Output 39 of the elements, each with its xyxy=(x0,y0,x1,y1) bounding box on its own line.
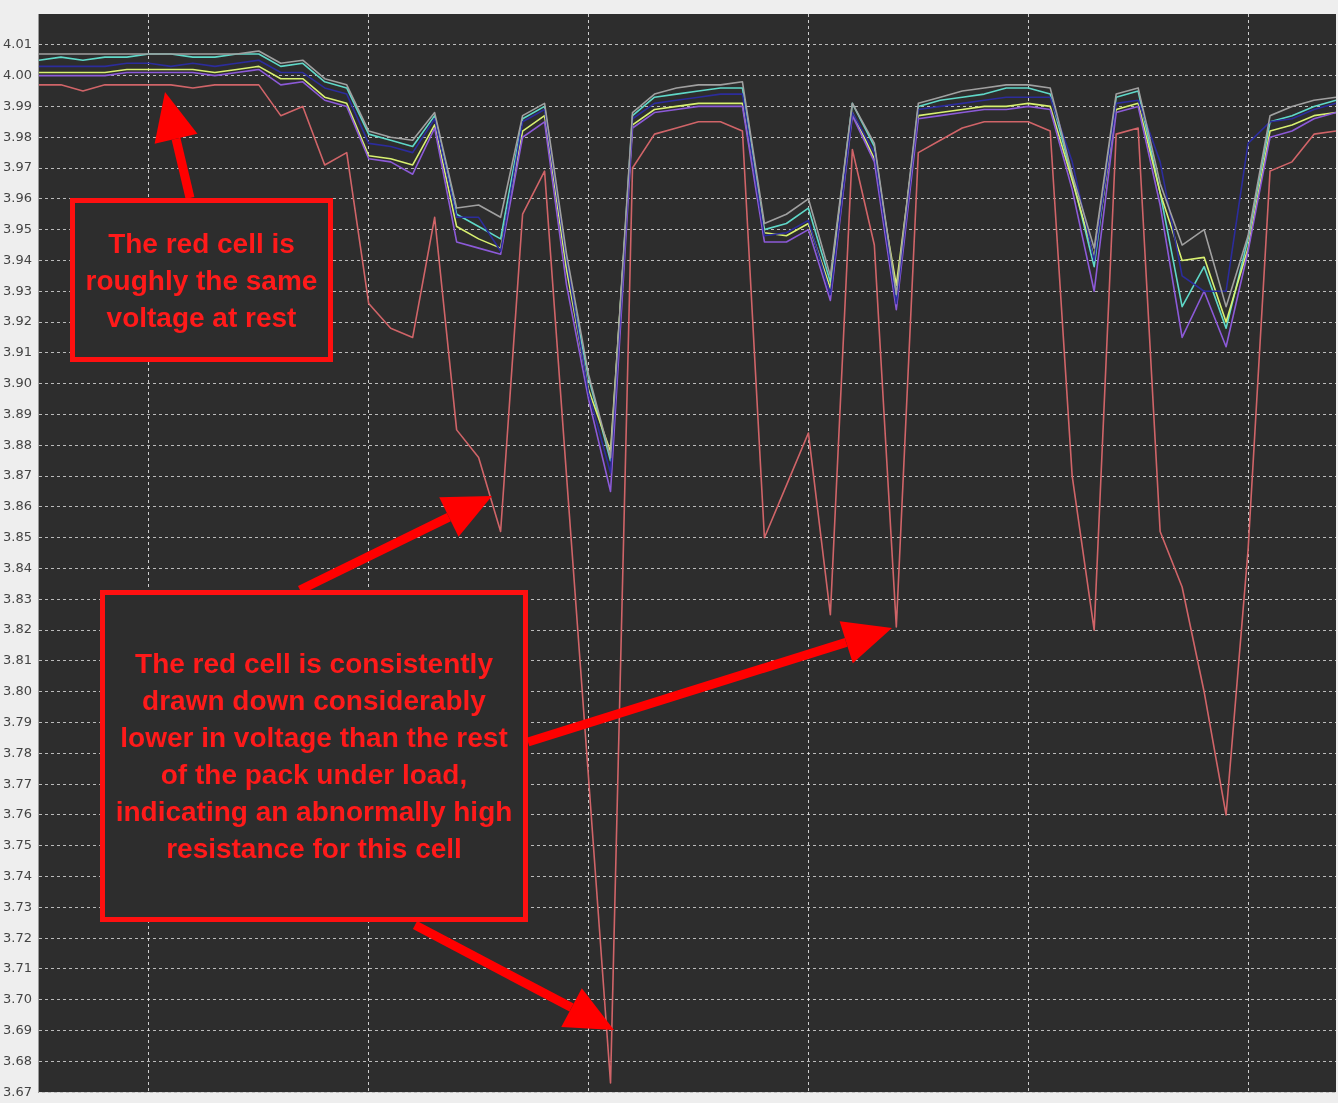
y-tick-label: 3.77 xyxy=(2,775,32,791)
y-tick-label: 3.82 xyxy=(2,621,32,637)
y-tick-label: 3.75 xyxy=(2,837,32,853)
y-tick-label: 3.70 xyxy=(2,991,32,1007)
callout-box: The red cell is roughly the same voltage at rest xyxy=(70,198,333,362)
y-tick-label: 4.01 xyxy=(2,36,32,52)
y-tick-label: 3.92 xyxy=(2,313,32,329)
y-tick-label: 3.93 xyxy=(2,282,32,298)
y-tick-label: 3.68 xyxy=(2,1052,32,1068)
y-tick-label: 3.89 xyxy=(2,405,32,421)
y-tick-label: 3.79 xyxy=(2,713,32,729)
y-tick-label: 3.98 xyxy=(2,128,32,144)
y-tick-label: 3.78 xyxy=(2,744,32,760)
y-tick-label: 3.76 xyxy=(2,806,32,822)
y-tick-label: 3.86 xyxy=(2,498,32,514)
y-tick-label: 3.72 xyxy=(2,929,32,945)
y-tick-label: 3.96 xyxy=(2,190,32,206)
y-tick-label: 3.80 xyxy=(2,683,32,699)
y-tick-label: 3.67 xyxy=(2,1083,32,1099)
y-tick-label: 3.90 xyxy=(2,375,32,391)
callout-box: The red cell is consistently drawn down considerably lower in voltage than the rest of the pack under load, indicating an abnormally high resistance for this cell xyxy=(100,590,528,922)
y-tick-label: 3.71 xyxy=(2,960,32,976)
y-tick-label: 3.91 xyxy=(2,344,32,360)
annotation: The red cell is consistently drawn down considerably lower in voltage than the rest of the pack under load, indicating an abnormally high resistance for this cell xyxy=(114,647,514,866)
y-tick-label: 3.69 xyxy=(2,1021,32,1037)
y-tick-label: 3.88 xyxy=(2,436,32,452)
y-tick-label: 3.85 xyxy=(2,529,32,545)
y-tick-label: 3.81 xyxy=(2,652,32,668)
y-tick-label: 3.97 xyxy=(2,159,32,175)
y-tick-label: 3.87 xyxy=(2,467,32,483)
y-tick-label: 3.99 xyxy=(2,97,32,113)
y-tick-label: 3.84 xyxy=(2,559,32,575)
y-tick-label: 3.83 xyxy=(2,590,32,606)
y-tick-label: 3.95 xyxy=(2,221,32,237)
y-tick-label: 4.00 xyxy=(2,66,32,82)
y-tick-label: 3.74 xyxy=(2,867,32,883)
y-tick-label: 3.73 xyxy=(2,898,32,914)
annotation: The red cell is roughly the same voltage at rest xyxy=(84,226,319,335)
y-tick-label: 3.94 xyxy=(2,251,32,267)
